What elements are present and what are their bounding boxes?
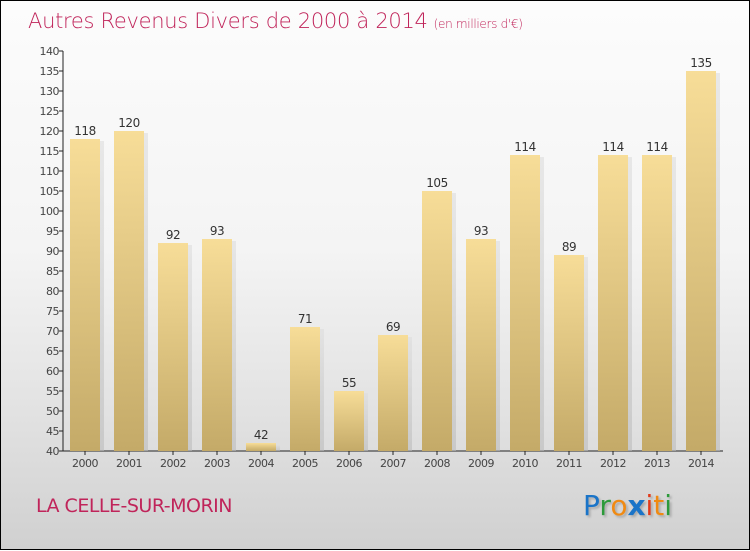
bar-value-label: 92 bbox=[166, 228, 180, 242]
x-tick-label: 2010 bbox=[512, 457, 538, 470]
y-tick-label: 120 bbox=[40, 125, 60, 138]
x-tick-label: 2001 bbox=[116, 457, 142, 470]
y-tick-label: 85 bbox=[46, 265, 59, 278]
bar-value-label: 42 bbox=[254, 428, 268, 442]
bar bbox=[70, 139, 100, 451]
bar bbox=[378, 335, 408, 451]
y-tick-label: 60 bbox=[46, 365, 59, 378]
x-tick-label: 2007 bbox=[380, 457, 406, 470]
bar-value-label: 114 bbox=[646, 140, 667, 154]
bar bbox=[466, 239, 496, 451]
x-tick-label: 2004 bbox=[248, 457, 274, 470]
y-tick-label: 110 bbox=[40, 165, 60, 178]
x-tick-label: 2008 bbox=[424, 457, 450, 470]
y-tick-label: 55 bbox=[46, 385, 59, 398]
bar-value-label: 135 bbox=[690, 56, 711, 70]
x-tick-label: 2006 bbox=[336, 457, 362, 470]
bar bbox=[510, 155, 540, 451]
bar bbox=[114, 131, 144, 451]
proxiti-logo: Proxiti bbox=[583, 489, 672, 522]
x-tick-label: 2014 bbox=[688, 457, 714, 470]
y-tick-label: 125 bbox=[40, 105, 60, 118]
bar bbox=[554, 255, 584, 451]
y-tick-label: 70 bbox=[46, 325, 59, 338]
y-tick-label: 140 bbox=[40, 45, 60, 58]
logo-letter: P bbox=[583, 489, 600, 522]
title-text: Autres Revenus Divers de 2000 à 2014 bbox=[28, 9, 428, 33]
x-tick-label: 2000 bbox=[72, 457, 98, 470]
x-tick-label: 2002 bbox=[160, 457, 186, 470]
y-tick-label: 90 bbox=[46, 245, 59, 258]
bar-value-label: 114 bbox=[602, 140, 623, 154]
bar bbox=[202, 239, 232, 451]
y-tick-label: 65 bbox=[46, 345, 59, 358]
y-tick-label: 135 bbox=[40, 65, 60, 78]
bar-value-label: 120 bbox=[118, 116, 139, 130]
bar bbox=[246, 443, 276, 451]
bar-value-label: 55 bbox=[342, 376, 356, 390]
x-tick-label: 2011 bbox=[556, 457, 582, 470]
bar bbox=[334, 391, 364, 451]
y-tick-label: 100 bbox=[40, 205, 60, 218]
bar-value-label: 105 bbox=[426, 176, 447, 190]
y-tick-label: 50 bbox=[46, 405, 59, 418]
chart-title: Autres Revenus Divers de 2000 à 2014 (en … bbox=[28, 9, 523, 33]
bar-value-label: 114 bbox=[514, 140, 535, 154]
logo-letter: x bbox=[627, 489, 646, 522]
y-tick-label: 45 bbox=[46, 425, 59, 438]
x-tick-label: 2012 bbox=[600, 457, 626, 470]
y-tick-label: 105 bbox=[40, 185, 60, 198]
y-tick-label: 130 bbox=[40, 85, 60, 98]
y-tick-label: 80 bbox=[46, 285, 59, 298]
bar bbox=[686, 71, 716, 451]
bar bbox=[158, 243, 188, 451]
logo-letter: t bbox=[653, 489, 665, 522]
bar-value-label: 71 bbox=[298, 312, 312, 326]
logo-letter: r bbox=[599, 489, 611, 522]
x-tick-label: 2013 bbox=[644, 457, 670, 470]
bar bbox=[290, 327, 320, 451]
bar bbox=[422, 191, 452, 451]
bar bbox=[642, 155, 672, 451]
logo-letter: o bbox=[610, 489, 628, 522]
y-tick-label: 95 bbox=[46, 225, 59, 238]
bar-value-label: 93 bbox=[474, 224, 488, 238]
y-tick-label: 115 bbox=[40, 145, 60, 158]
town-name: LA CELLE-SUR-MORIN bbox=[36, 495, 232, 517]
y-tick-label: 40 bbox=[46, 445, 59, 458]
bar bbox=[598, 155, 628, 451]
bar-value-label: 89 bbox=[562, 240, 576, 254]
bar-value-label: 118 bbox=[74, 124, 95, 138]
logo-letter: i bbox=[664, 489, 673, 522]
bar-value-label: 93 bbox=[210, 224, 224, 238]
logo-letter: i bbox=[645, 489, 654, 522]
y-tick-label: 75 bbox=[46, 305, 59, 318]
unit-label: (en milliers d'€) bbox=[433, 17, 523, 31]
x-tick-label: 2003 bbox=[204, 457, 230, 470]
bar-value-label: 69 bbox=[386, 320, 400, 334]
x-tick-label: 2009 bbox=[468, 457, 494, 470]
x-tick-label: 2005 bbox=[292, 457, 318, 470]
